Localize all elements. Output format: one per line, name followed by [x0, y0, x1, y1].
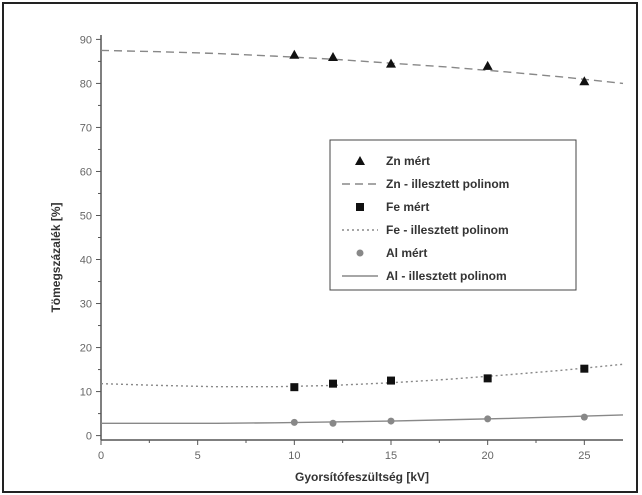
al-data-point [290, 418, 298, 426]
legend-label: Al - illesztett polinom [386, 269, 507, 283]
x-tick-label: 0 [98, 450, 104, 462]
zn-data-point [482, 60, 493, 70]
zn-fit-line [100, 49, 624, 85]
fe-data-point [387, 376, 395, 385]
y-tick-label: 10 [80, 387, 92, 399]
zn-legend-marker [355, 156, 365, 165]
y-tick-label: 0 [86, 431, 92, 443]
legend-label: Fe - illesztett polinom [386, 223, 509, 237]
fe-fit-line [100, 363, 624, 388]
y-tick-label: 80 [80, 78, 92, 90]
x-tick-label: 5 [195, 450, 201, 462]
fe-data-point [580, 364, 589, 373]
fe-data-point [329, 379, 337, 388]
x-axis-label: Gyorsítófeszültség [kV] [295, 470, 429, 484]
legend: Zn mért Zn - illesztett polinom Fe mért Fe … [329, 139, 577, 291]
zn-data-point [289, 49, 300, 59]
fe-data-point [483, 374, 492, 383]
x-tick-label: 25 [578, 450, 590, 462]
y-tick-label: 70 [80, 122, 92, 134]
zn-data-point [579, 76, 590, 86]
al-data-point [484, 415, 492, 423]
al-legend-marker [356, 249, 364, 257]
x-tick-label: 10 [288, 450, 300, 462]
x-tick-label: 15 [385, 450, 397, 462]
al-data-point [329, 419, 337, 427]
y-axis-label: Tömegszázalék [%] [49, 202, 63, 312]
al-data-point [387, 417, 395, 425]
ticks: 0 5 10 15 20 25 0 10 20 30 40 50 60 70 80 90 [80, 34, 591, 462]
y-tick-label: 30 [80, 299, 92, 311]
y-tick-label: 50 [80, 210, 92, 222]
legend-label: Zn - illesztett polinom [386, 177, 509, 191]
fit-lines [100, 49, 624, 424]
fe-data-point [290, 383, 299, 392]
y-tick-label: 90 [80, 34, 92, 46]
fe-legend-marker [356, 203, 364, 211]
data-points [289, 49, 590, 427]
zn-data-point [328, 52, 338, 62]
zn-data-point [386, 58, 396, 68]
y-tick-label: 40 [80, 255, 92, 267]
legend-label: Fe mért [386, 200, 429, 214]
legend-box [329, 139, 577, 291]
al-data-point [580, 413, 588, 421]
legend-label: Zn mért [386, 154, 430, 168]
y-tick-label: 20 [80, 343, 92, 355]
y-tick-label: 60 [80, 166, 92, 178]
legend-label: Al mért [386, 246, 427, 260]
x-tick-label: 20 [482, 450, 494, 462]
al-fit-line [101, 414, 624, 424]
